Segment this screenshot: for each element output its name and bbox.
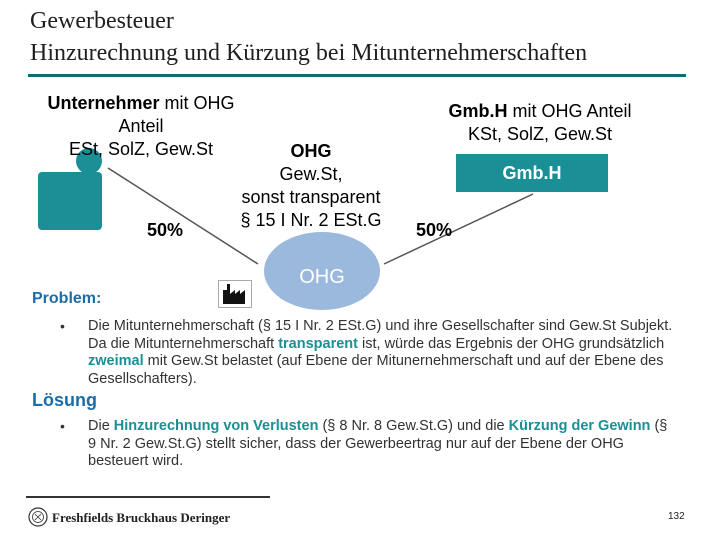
loesung-text-part2: (§ 8 Nr. 8 Gew.St.G) und die: [318, 418, 509, 434]
gmbh-heading-line1-rest: mit OHG Anteil: [507, 101, 632, 121]
gmbh-heading: Gmb.H mit OHG Anteil KSt, SolZ, Gew.St: [420, 100, 660, 146]
unternehmer-line2: Anteil: [118, 116, 164, 136]
loesung-text-part1: Die: [88, 418, 114, 434]
gmbh-heading-line2: KSt, SolZ, Gew.St: [467, 124, 613, 144]
footer-divider: [26, 496, 270, 498]
gmbh-heading-bold: Gmb.H: [448, 101, 508, 121]
ohg-description-bold: OHG: [290, 141, 332, 161]
loesung-highlight-kuerzung: Kürzung der Gewinn: [508, 418, 651, 434]
ohg-description-line3: sonst transparent: [241, 187, 381, 207]
ohg-description: OHG Gew.St, sonst transparent § 15 I Nr.…: [226, 140, 396, 232]
problem-label: Problem:: [32, 290, 102, 307]
connector-right: [383, 193, 534, 265]
title-divider: [28, 74, 686, 77]
ohg-ellipse: [264, 232, 380, 310]
loesung-bullet: •: [60, 418, 65, 434]
factory-icon: [218, 280, 252, 308]
firm-logo-icon: [28, 507, 48, 527]
problem-text-part1: Die Mitunternehmerschaft (§ 15 I Nr. 2 E…: [88, 318, 673, 352]
firm-name: Freshfields Bruckhaus Deringer: [52, 510, 231, 525]
unternehmer-heading: Unternehmer mit OHG Anteil ESt, SolZ, Ge…: [14, 92, 268, 161]
loesung-text: Die Hinzurechnung von Verlusten (§ 8 Nr.…: [88, 418, 668, 471]
percent-left: 50%: [147, 220, 184, 240]
problem-bullet: •: [60, 318, 65, 334]
page-subtitle: Hinzurechnung und Kürzung bei Mitunterne…: [30, 40, 588, 66]
connector-left: [107, 167, 259, 265]
gmbh-box: Gmb.H: [456, 154, 608, 192]
problem-highlight-transparent: transparent: [278, 335, 358, 352]
unternehmer-line3: ESt, SolZ, Gew.St: [68, 139, 214, 159]
problem-highlight-zweimal: zweimal: [88, 353, 144, 369]
page-title: Gewerbesteuer: [30, 8, 174, 34]
person-body-shape: [38, 172, 102, 230]
loesung-text-part3: (§ 9 Nr. 2 Gew.St.G) stellt sicher, dass…: [88, 418, 668, 469]
unternehmer-bold: Unternehmer: [47, 93, 160, 113]
problem-text-part2: ist, würde das Ergebnis der OHG grundsät…: [357, 335, 665, 352]
person-head-shape: [76, 148, 102, 174]
ohg-ellipse-label: OHG: [299, 266, 345, 288]
percent-right: 50%: [416, 220, 453, 240]
ohg-description-line2: Gew.St,: [279, 164, 343, 184]
loesung-label: Lösung: [32, 390, 97, 410]
ohg-description-line4: § 15 I Nr. 2 ESt.G: [240, 210, 382, 230]
unternehmer-line1-rest: mit OHG: [159, 93, 235, 113]
problem-text-part3: mit Gew.St belastet (auf Ebene der Mitun…: [88, 353, 664, 387]
loesung-highlight-hinzurechnung: Hinzurechnung von Verlusten: [113, 418, 319, 434]
problem-text: Die Mitunternehmerschaft (§ 15 I Nr. 2 E…: [88, 318, 688, 388]
page-number: 132: [668, 511, 685, 522]
